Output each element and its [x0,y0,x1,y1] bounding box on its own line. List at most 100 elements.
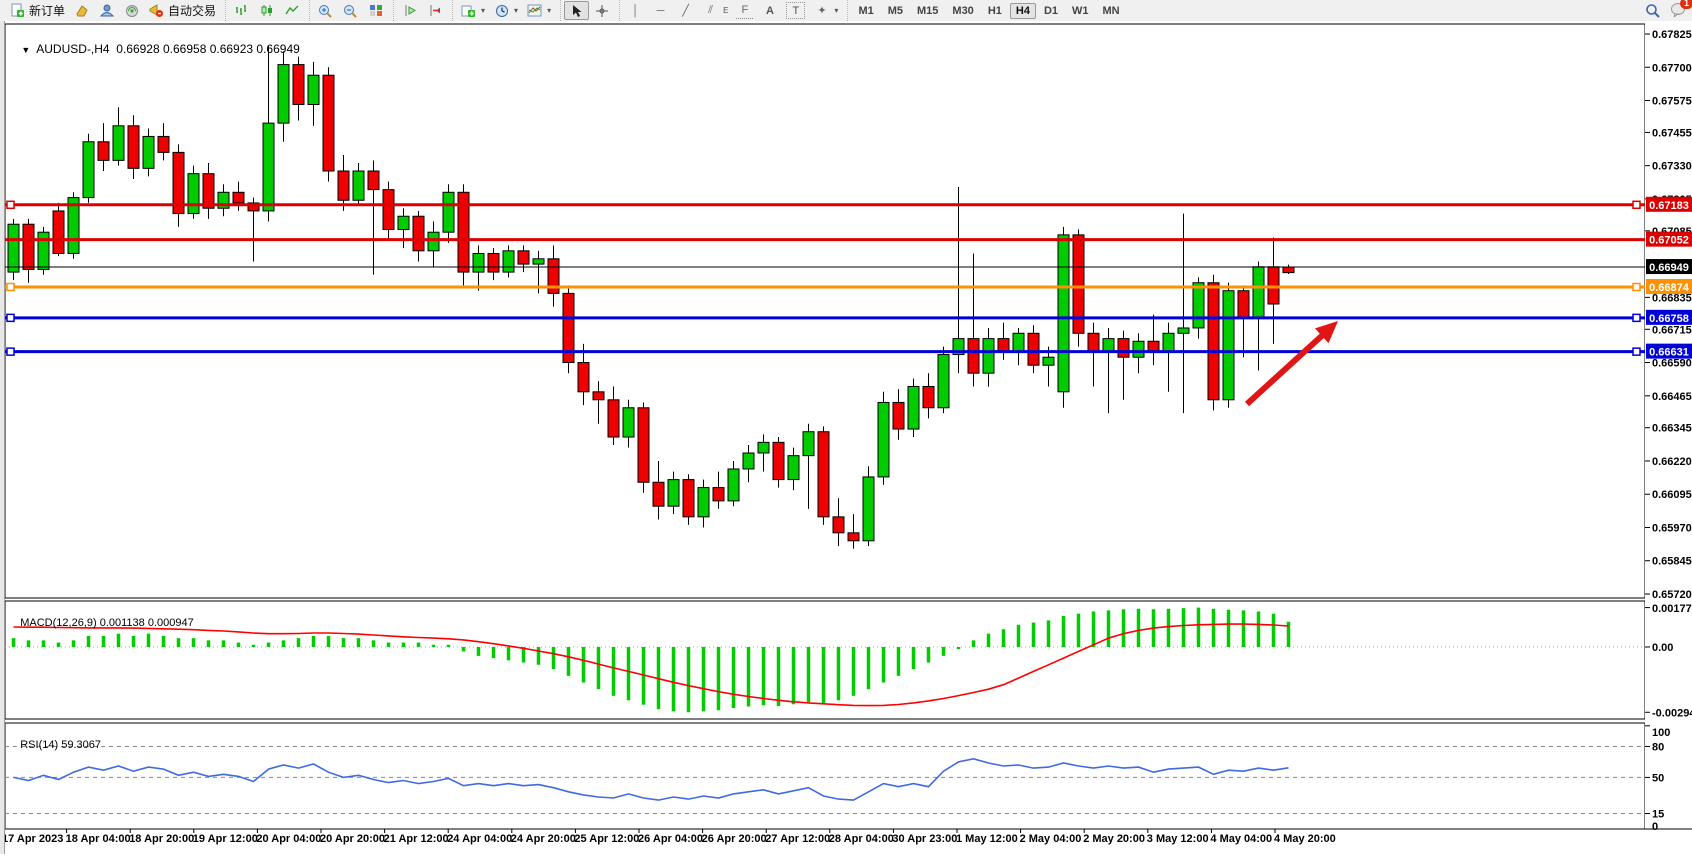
hline-handle-right[interactable] [1632,282,1641,292]
hline-handle-right[interactable] [1632,200,1641,210]
candle-body [832,516,845,534]
trend-arrow-head[interactable] [1315,321,1338,344]
candle-body [622,407,635,438]
timeframe-m30[interactable]: M30 [952,4,974,17]
crosshair-icon [593,3,610,18]
chart-collapse-icon[interactable]: ▼ [21,45,31,55]
macd-tick-label: 0.00 [1652,642,1673,654]
chart-canvas[interactable]: 0.678250.677000.675750.674550.673300.672… [0,21,1692,854]
symbol-ohlc: 0.66928 0.66958 0.66923 0.66949 [116,42,300,56]
indicators-dropdown-caret[interactable]: ▾ [547,6,552,15]
candle-body [307,74,320,105]
bar-chart-button[interactable] [229,1,254,20]
candle-body [787,455,800,481]
auto-trading-button[interactable]: 自动交易 [144,0,220,21]
price-tick-label: 0.65970 [1652,522,1692,534]
candle-body [337,170,350,201]
time-label: 27 Apr 12:00 [765,833,830,845]
hline-handle-right[interactable] [1632,313,1641,323]
text-icon: A [765,4,774,17]
rsi-name: RSI(14) [20,739,59,751]
fibonacci-tool[interactable]: F [732,1,757,21]
signals-button[interactable] [119,1,144,20]
zoom-out-button[interactable] [338,1,363,20]
zoom-out-icon [342,3,359,18]
line-chart-icon [283,3,300,18]
price-label-text: 0.66631 [1649,347,1689,359]
horizontal-line-icon: ─ [656,4,665,17]
candlestick-chart-button[interactable] [254,1,279,20]
toolbar-group-chart-type [225,0,307,21]
candle-body [952,338,965,356]
candle-body [292,64,305,105]
candle-body [877,401,890,478]
candle-body [82,141,95,199]
timeframe-mn[interactable]: MN [1102,4,1120,17]
shapes-dropdown-caret[interactable]: ▾ [834,6,839,15]
vertical-line-tool[interactable]: │ [623,1,648,20]
channel-tool[interactable]: ⫽ E [698,1,732,20]
timeframe-m15[interactable]: M15 [917,4,939,17]
time-label: 2 May 20:00 [1083,833,1145,845]
macd-indicator-label: MACD(12,26,9) 0.001138 0.000947 [8,605,194,641]
search-icon[interactable] [1644,3,1661,18]
timeframe-d1[interactable]: D1 [1043,4,1058,17]
candle-body [487,252,500,273]
timeframe-w1[interactable]: W1 [1072,4,1089,17]
strategy-tester-icon [73,3,90,18]
shapes-tool[interactable]: ✦ ▾ [809,1,842,20]
horizontal-line-tool[interactable]: ─ [648,1,673,20]
timeframe-m5[interactable]: M5 [887,4,903,17]
hline-handle-left[interactable] [6,200,15,210]
candle-body [922,385,935,409]
candle-body [1252,266,1265,318]
chart-shift-icon [426,3,443,18]
timeframe-m1[interactable]: M1 [858,4,874,17]
candle-body [202,173,215,209]
trend-arrow-shaft[interactable] [1244,329,1329,407]
new-order-button[interactable]: 新订单 [5,0,69,21]
line-chart-button[interactable] [279,1,304,20]
candle-body [937,354,950,409]
timeframe-group: M1 M5 M15 M30 H1 H4 D1 W1 MN [847,0,1129,21]
period-dropdown-caret[interactable]: ▾ [514,6,519,15]
trendline-tool[interactable]: ╱ [673,1,698,20]
hline-handle-left[interactable] [6,282,15,292]
bar-chart-icon [233,3,250,18]
candle-body [862,476,875,542]
candle-body [1072,234,1085,334]
time-label: 26 Apr 20:00 [702,833,767,845]
chart-window: 0.678250.677000.675750.674550.673300.672… [0,21,1692,854]
indicators-button[interactable]: ▾ [522,1,555,20]
strategy-tester-button[interactable] [69,1,94,20]
cursor-tool-button[interactable] [564,1,590,20]
candle-body [892,401,905,430]
chart-shift-button[interactable] [422,1,447,20]
macd-signal-line [13,623,1289,707]
period-button[interactable]: ▾ [489,1,522,20]
crosshair-tool-button[interactable] [589,1,614,20]
text-label-tool[interactable]: T [782,0,809,21]
hline-handle-right[interactable] [1632,347,1641,356]
timeframe-h1[interactable]: H1 [987,4,1002,17]
hline-handle-left[interactable] [6,313,15,323]
hline-handle-left[interactable] [6,347,15,356]
text-tool[interactable]: A [757,1,782,20]
price-label-text: 0.66874 [1649,282,1690,294]
profile-button[interactable] [94,1,119,20]
price-label-box [1646,259,1692,275]
candle-body [577,362,590,393]
notifications-button[interactable]: 1 [1669,0,1692,20]
vertical-line-icon: │ [632,4,640,17]
time-label: 1 May 12:00 [956,833,1018,845]
macd-tick-label: -0.00294 [1652,707,1692,719]
zoom-in-button[interactable] [313,1,338,20]
price-tick-label: 0.67455 [1652,127,1692,139]
timeframe-h4[interactable]: H4 [1009,2,1036,19]
new-chart-button[interactable]: ▾ [456,1,489,20]
new-chart-dropdown-caret[interactable]: ▾ [481,6,486,15]
candle-body [1012,332,1025,353]
tile-windows-button[interactable] [363,1,388,20]
auto-scroll-button[interactable] [397,1,422,20]
